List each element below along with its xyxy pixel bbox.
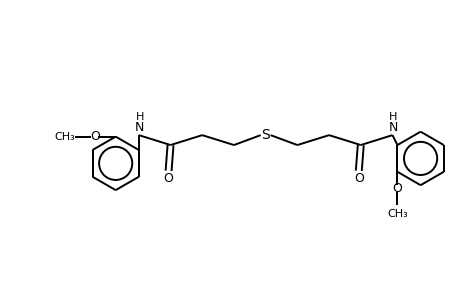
Text: N: N <box>388 121 397 134</box>
Text: O: O <box>163 172 173 185</box>
Text: O: O <box>353 172 363 185</box>
Text: CH₃: CH₃ <box>386 209 407 219</box>
Text: O: O <box>90 130 100 143</box>
Text: S: S <box>261 128 269 142</box>
Text: N: N <box>135 121 144 134</box>
Text: O: O <box>392 182 402 195</box>
Text: H: H <box>135 112 144 122</box>
Text: CH₃: CH₃ <box>55 132 75 142</box>
Text: H: H <box>388 112 397 122</box>
